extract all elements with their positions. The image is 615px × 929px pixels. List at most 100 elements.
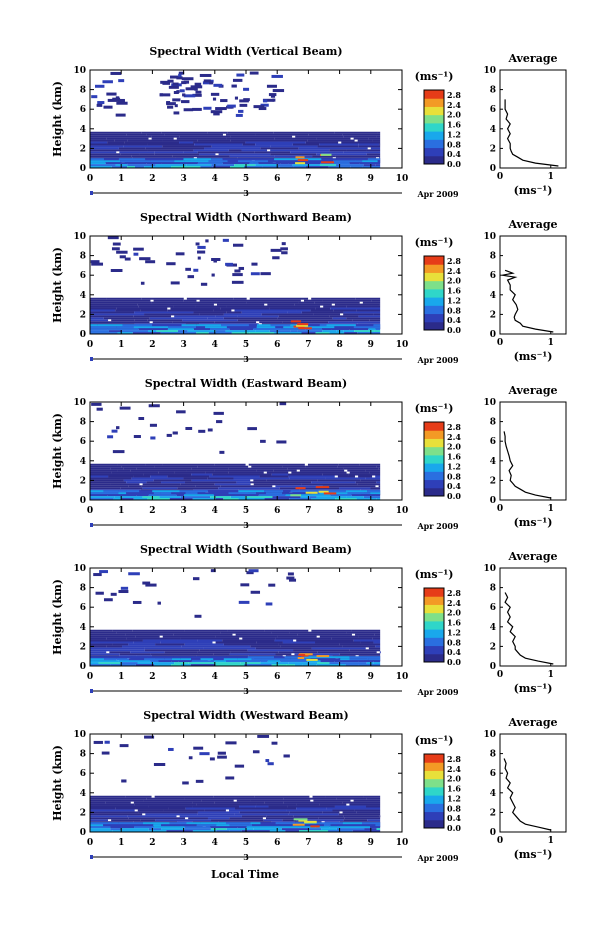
heatmap-cell [164, 658, 172, 661]
heatmap-cell [211, 258, 221, 262]
heatmap-cell [232, 243, 244, 247]
heatmap-cell [90, 639, 143, 642]
heatmap-cell [122, 645, 182, 648]
heatmap-cell [176, 653, 214, 656]
heatmap-cell [274, 656, 285, 659]
heatmap-cell [267, 660, 281, 663]
x-tick-label: 3 [180, 340, 186, 350]
heatmap-cell [103, 824, 127, 827]
heatmap-cell [194, 87, 198, 91]
heatmap-cell [283, 797, 337, 800]
heatmap-cell [288, 473, 323, 476]
heatmap-cell [248, 655, 283, 658]
heatmap-cell [349, 656, 358, 659]
x-tick-label: 1 [118, 838, 124, 848]
heatmap-cell [177, 487, 219, 490]
colorbar-swatch [424, 604, 444, 614]
heatmap-cell [296, 807, 327, 810]
heatmap-cell [358, 475, 373, 478]
heatmap-cell [266, 815, 294, 818]
heatmap-cell [235, 807, 297, 810]
heatmap-cell [286, 160, 309, 163]
heatmap-cell [288, 475, 335, 478]
heatmap-cell [355, 481, 377, 484]
heatmap-cell [271, 664, 287, 666]
heatmap-cell [90, 811, 139, 814]
heatmap-cell [215, 107, 227, 111]
heatmap-cell [368, 328, 376, 331]
avg-y-tick-label: 8 [490, 252, 496, 262]
heatmap-cell [359, 162, 381, 165]
heatmap-cell [122, 324, 140, 327]
heatmap-cell [270, 248, 282, 252]
heatmap-cell [136, 494, 149, 497]
heatmap-cell [178, 660, 192, 663]
colorbar-swatch [424, 147, 444, 157]
heatmap-cell [90, 475, 109, 478]
heatmap-cell [98, 662, 121, 665]
heatmap-cell [212, 662, 241, 665]
heatmap-cell [112, 830, 129, 832]
heatmap-cell [280, 247, 288, 251]
heatmap-cell [219, 450, 225, 454]
date-label: Apr 2009 [416, 521, 459, 531]
heatmap-cell [373, 660, 381, 663]
heatmap-cell [195, 242, 200, 246]
heatmap-cell [90, 479, 124, 482]
heatmap-cell [358, 143, 380, 146]
heatmap-cell [195, 90, 202, 94]
heatmap-cell [188, 301, 247, 304]
heatmap-cell [286, 664, 295, 666]
heatmap-cell [115, 113, 126, 117]
heatmap-cell [339, 487, 371, 490]
heatmap-cell [193, 268, 199, 272]
heatmap-cell [181, 77, 194, 81]
heatmap-cell [210, 92, 220, 96]
heatmap-cell [234, 96, 239, 100]
heatmap-cell [239, 811, 290, 814]
colorbar-tick-label: 2.8 [447, 90, 461, 100]
heatmap-cell [191, 467, 229, 470]
heatmap-cell [166, 101, 171, 105]
heatmap-cell [199, 649, 248, 652]
heatmap-cell [217, 297, 234, 300]
heatmap-cell [284, 139, 308, 142]
heatmap-cell [248, 463, 305, 466]
heatmap-cell [265, 602, 273, 606]
heatmap-cell [142, 487, 178, 490]
heatmap-cell [343, 815, 380, 818]
heatmap-cell [216, 830, 230, 832]
heatmap-cell [195, 779, 204, 783]
heatmap-cell [283, 490, 291, 493]
heatmap-cell [256, 469, 274, 472]
heatmap-cell [185, 87, 197, 91]
heatmap-cell [104, 740, 110, 744]
heatmap-cell [272, 496, 301, 499]
y-tick-label: 4 [80, 789, 86, 799]
heatmap-cell [90, 819, 108, 822]
heatmap-cell [188, 817, 208, 820]
heatmap-cell [137, 303, 182, 306]
heatmap-cell [106, 297, 142, 300]
heatmap-cell [363, 496, 381, 499]
heatmap-cell [367, 819, 381, 822]
heatmap-cell [264, 801, 284, 804]
heatmap-cell [184, 494, 214, 497]
heatmap-cell [255, 299, 301, 302]
heatmap-cell [308, 828, 322, 831]
heatmap-cell [213, 494, 231, 497]
heatmap-cell [162, 81, 171, 85]
heatmap-cell [213, 795, 255, 798]
heatmap-cell [173, 633, 233, 636]
avg-y-tick-label: 8 [490, 584, 496, 594]
heatmap-cell [192, 805, 240, 808]
heatmap-cell [90, 647, 145, 650]
heatmap-cell [233, 326, 257, 329]
colorbar-tick-label: 0.4 [447, 149, 461, 159]
heatmap-cell [373, 313, 381, 316]
heatmap-cell [251, 262, 258, 266]
heatmap-cell [333, 309, 357, 312]
heatmap-cell [148, 494, 177, 497]
heatmap-cell [90, 151, 117, 154]
heatmap-cell [128, 830, 149, 832]
